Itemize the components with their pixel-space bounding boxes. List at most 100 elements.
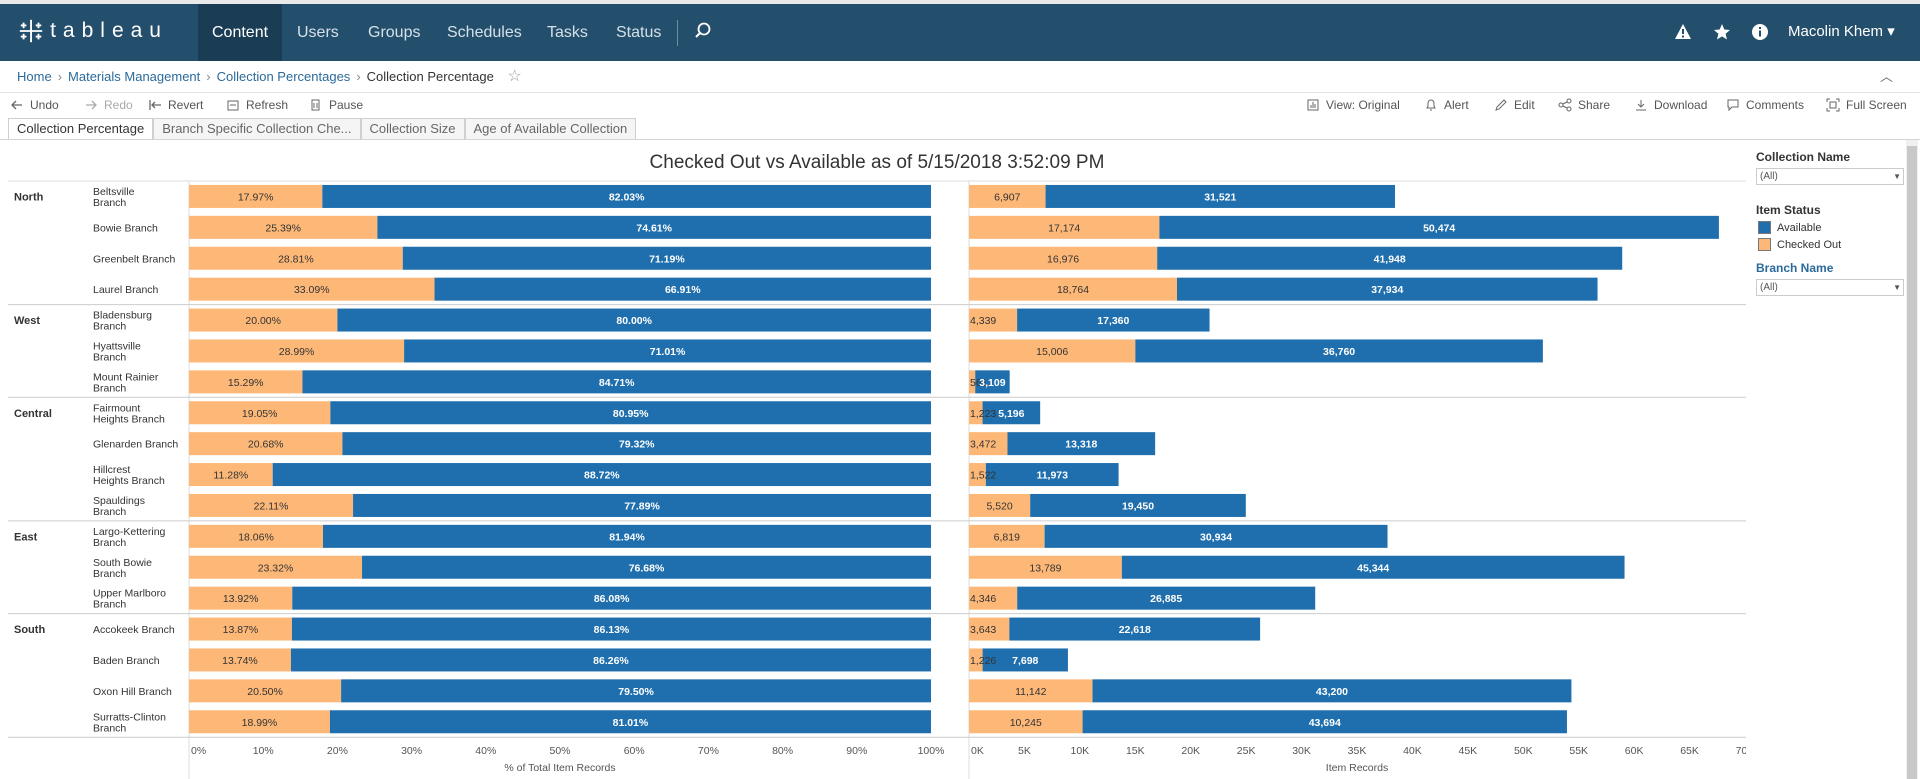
sheet-tab-age-of-collection[interactable]: Age of Available Collection <box>464 118 637 140</box>
info-icon[interactable] <box>1751 23 1769 41</box>
right-axis-tick-label: 45K <box>1459 745 1478 757</box>
count-label-available: 3,109 <box>979 377 1005 389</box>
pct-label-available: 74.61% <box>636 222 672 234</box>
available-swatch <box>1758 221 1771 234</box>
collapse-chevron-icon[interactable]: ︿ <box>1880 69 1894 84</box>
pct-label-available: 76.68% <box>629 562 665 574</box>
redo-icon <box>86 100 97 110</box>
nav-tab-users[interactable]: Users <box>297 24 339 41</box>
full-screen-button[interactable]: Full Screen <box>1826 98 1907 112</box>
pct-bar-checked-out <box>189 710 330 734</box>
branch-label: Upper Marlboro <box>93 588 166 600</box>
dropdown-arrow-icon: ▼ <box>1893 172 1901 181</box>
count-bar-checked-out <box>969 679 1093 703</box>
pct-bar-available <box>353 493 931 517</box>
pct-label-checked-out: 33.09% <box>294 284 330 296</box>
right-axis-tick-label: 55K <box>1569 745 1588 757</box>
count-bar-checked-out <box>969 524 1045 548</box>
count-label-available: 30,934 <box>1200 531 1232 543</box>
refresh-button[interactable]: Refresh <box>226 98 288 112</box>
alert-warning-icon[interactable] <box>1674 23 1692 41</box>
branch-name-dropdown[interactable]: (All) ▼ <box>1756 279 1904 296</box>
legend-item-checked-out[interactable]: Checked Out <box>1758 238 1906 251</box>
pencil-icon <box>1495 99 1507 111</box>
count-label-checked-out: 15,006 <box>1036 346 1068 358</box>
count-bar-available <box>982 648 1068 672</box>
pct-label-available: 81.94% <box>609 531 645 543</box>
count-label-available: 43,200 <box>1316 686 1348 698</box>
favorite-star-icon[interactable]: ☆ <box>507 68 522 85</box>
count-label-available: 13,318 <box>1065 439 1097 451</box>
search-icon[interactable] <box>694 22 712 40</box>
nav-tab-tasks[interactable]: Tasks <box>547 24 588 41</box>
sheet-tab-collection-size[interactable]: Collection Size <box>360 118 465 140</box>
edit-button[interactable]: Edit <box>1494 98 1535 112</box>
count-label-available: 43,694 <box>1309 717 1341 729</box>
right-axis-tick-label: 10K <box>1071 745 1090 757</box>
count-label-checked-out: 4,339 <box>970 315 996 327</box>
scrollbar-thumb[interactable] <box>1907 146 1917 779</box>
top-nav-bar: tableau Content Users Groups Schedules T… <box>0 0 1920 61</box>
count-label-checked-out: 3,472 <box>970 439 996 451</box>
user-menu[interactable]: Macolin Khem ▾ <box>1788 23 1895 40</box>
pct-bar-checked-out <box>189 277 435 301</box>
view-original-label: View: Original <box>1326 98 1400 112</box>
count-label-available: 22,618 <box>1119 624 1151 636</box>
pct-bar-checked-out <box>189 308 338 332</box>
breadcrumb-materials-management[interactable]: Materials Management <box>68 69 201 84</box>
count-bar-available <box>1159 215 1719 239</box>
breadcrumb-collection-percentages[interactable]: Collection Percentages <box>216 69 351 84</box>
count-bar-available <box>1177 277 1598 301</box>
count-bar-available <box>1017 586 1316 610</box>
nav-tab-groups[interactable]: Groups <box>368 24 421 41</box>
nav-tab-status[interactable]: Status <box>616 24 662 41</box>
branch-label: Heights Branch <box>93 475 165 487</box>
tableau-logo-icon <box>19 19 43 43</box>
branch-label: Branch <box>93 722 126 734</box>
left-axis-tick-label: 80% <box>772 745 793 757</box>
pct-bar-checked-out <box>189 648 291 672</box>
branch-label: Surratts-Clinton <box>93 711 166 723</box>
undo-button[interactable]: Undo <box>10 98 59 112</box>
redo-button[interactable]: Redo <box>84 98 133 112</box>
count-label-checked-out: 16,976 <box>1047 253 1079 265</box>
pct-bar-available <box>330 401 931 425</box>
pct-label-available: 86.26% <box>593 655 629 667</box>
checked-out-swatch <box>1758 238 1771 251</box>
sheet-tab-collection-percentage[interactable]: Collection Percentage <box>8 118 154 140</box>
right-axis-tick-label: 25K <box>1237 745 1256 757</box>
count-label-available: 5,196 <box>998 408 1024 420</box>
count-label-available: 7,698 <box>1012 655 1038 667</box>
breadcrumb-home[interactable]: Home <box>17 69 52 84</box>
pct-bar-available <box>302 370 932 394</box>
tab-divider <box>0 139 1920 140</box>
collection-name-dropdown[interactable]: (All) ▼ <box>1756 168 1904 185</box>
nav-tab-content[interactable]: Content <box>198 4 283 61</box>
count-label-available: 37,934 <box>1371 284 1403 296</box>
view-original-button[interactable]: View: Original <box>1306 98 1400 112</box>
left-axis-tick-label: 50% <box>549 745 570 757</box>
branch-label: Branch <box>93 568 126 580</box>
region-label: North <box>14 191 44 203</box>
edit-label: Edit <box>1514 98 1535 112</box>
download-button[interactable]: Download <box>1634 98 1707 112</box>
region-label: Central <box>14 408 52 420</box>
branch-label: Fairmount <box>93 402 140 414</box>
pct-bar-available <box>434 277 931 301</box>
comments-button[interactable]: Comments <box>1726 98 1804 112</box>
pct-bar-checked-out <box>189 215 378 239</box>
share-icon <box>1558 98 1572 112</box>
revert-button[interactable]: Revert <box>148 98 203 112</box>
pause-button[interactable]: Pause <box>309 98 363 112</box>
favorites-star-icon[interactable] <box>1713 23 1731 41</box>
tableau-logo[interactable]: tableau <box>18 16 168 46</box>
legend-item-available[interactable]: Available <box>1758 221 1906 234</box>
sheet-tab-branch-specific[interactable]: Branch Specific Collection Che... <box>153 118 361 140</box>
count-bar-available <box>985 463 1119 487</box>
alert-button[interactable]: Alert <box>1424 98 1469 112</box>
pct-label-checked-out: 22.11% <box>254 500 289 512</box>
nav-tab-schedules[interactable]: Schedules <box>447 24 522 41</box>
share-button[interactable]: Share <box>1558 98 1610 112</box>
branch-label: Hillcrest <box>93 464 130 476</box>
count-bar-checked-out <box>969 586 1018 610</box>
